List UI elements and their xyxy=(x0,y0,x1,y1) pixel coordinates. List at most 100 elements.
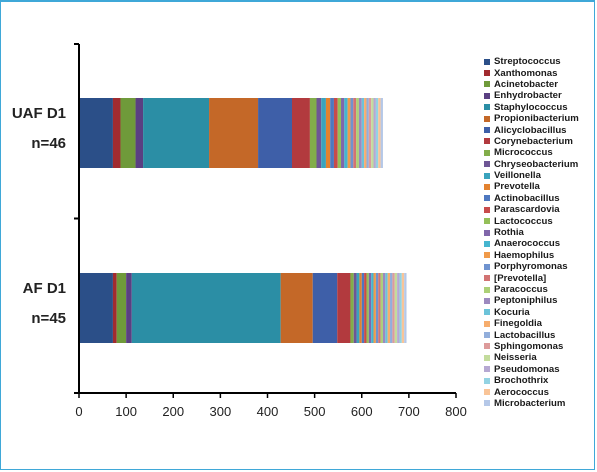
bar-segment xyxy=(401,273,405,343)
legend-label: Haemophilus xyxy=(494,249,555,261)
legend-swatch xyxy=(484,263,490,270)
axes-group: 0 100 200 300 400 500 600 700 800 xyxy=(74,43,467,419)
legend-item: [Prevotella] xyxy=(484,272,596,284)
legend-label: Porphyromonas xyxy=(494,261,568,273)
legend-swatch xyxy=(484,149,490,156)
legend-item: Staphylococcus xyxy=(484,102,596,113)
bar-segment xyxy=(375,98,379,168)
bar-segment xyxy=(344,98,348,168)
legend-label: Micrococcus xyxy=(494,147,553,159)
legend-label: Alicyclobacillus xyxy=(494,124,567,136)
legend-item: Enhydrobacter xyxy=(484,90,596,101)
legend-swatch xyxy=(484,58,490,65)
legend-label: Microbacterium xyxy=(494,397,566,409)
legend-label: Pseudomonas xyxy=(494,363,560,375)
legend-swatch xyxy=(484,366,490,373)
legend-label: Brochothrix xyxy=(494,375,549,387)
legend-swatch xyxy=(484,286,490,293)
bar-segment xyxy=(337,98,342,168)
legend-swatch xyxy=(484,354,490,361)
legend-swatch xyxy=(484,297,490,304)
bar-segment xyxy=(378,98,381,168)
legend-item: Peptoniphilus xyxy=(484,295,596,306)
legend-item: Sphingomonas xyxy=(484,341,596,352)
bar-segment xyxy=(258,98,293,168)
legend-item: Corynebacterium xyxy=(484,136,596,147)
legend-label: Corynebacterium xyxy=(494,135,573,147)
legend-swatch xyxy=(484,172,490,179)
x-tick-label: 0 xyxy=(75,404,82,419)
legend-swatch xyxy=(484,377,490,384)
legend-item: Propionibacterium xyxy=(484,113,596,124)
legend-swatch xyxy=(484,195,490,202)
legend-label: Staphylococcus xyxy=(494,101,568,113)
bar-segment xyxy=(333,98,338,168)
legend-swatch xyxy=(484,183,490,190)
bars-group xyxy=(79,98,407,343)
legend-label: Chryseobacterium xyxy=(494,158,579,170)
bar-segment xyxy=(347,98,351,168)
bar-segment xyxy=(387,273,391,343)
legend-item: Finegoldia xyxy=(484,318,596,329)
legend-item: Chryseobacterium xyxy=(484,159,596,170)
bar-segment xyxy=(341,98,345,168)
x-tick-label: 100 xyxy=(115,404,137,419)
legend-label: Prevotella xyxy=(494,181,540,193)
legend-swatch xyxy=(484,320,490,327)
legend-item: Haemophilus xyxy=(484,250,596,261)
bar-segment xyxy=(353,273,357,343)
bar-segment xyxy=(330,98,334,168)
bar-segment xyxy=(356,98,359,168)
bar-segment xyxy=(337,273,351,343)
bar-segment xyxy=(79,273,113,343)
legend-label: Acinetobacter xyxy=(494,78,558,90)
legend-swatch xyxy=(484,70,490,77)
legend-item: Paracoccus xyxy=(484,284,596,295)
legend-item: Acinetobacter xyxy=(484,79,596,90)
bar-segment xyxy=(359,273,362,343)
bar-segment xyxy=(112,273,117,343)
x-tick-label: 700 xyxy=(398,404,420,419)
legend-label: Sphingomonas xyxy=(494,340,564,352)
legend-swatch xyxy=(484,161,490,168)
bar-segment xyxy=(373,98,376,168)
bar-segment xyxy=(350,98,354,168)
legend-label: Neisseria xyxy=(494,352,537,364)
legend-label: Streptococcus xyxy=(494,56,561,68)
legend-item: Xanthomonas xyxy=(484,67,596,79)
legend-label: Lactococcus xyxy=(494,215,553,227)
legend-swatch xyxy=(484,252,490,259)
legend-swatch xyxy=(484,81,490,88)
x-tick-label: 400 xyxy=(257,404,279,419)
legend-swatch xyxy=(484,343,490,350)
bar-segment xyxy=(135,98,144,168)
legend-label: Rothia xyxy=(494,227,524,239)
bar-segment xyxy=(356,273,360,343)
legend-item: Alicyclobacillus xyxy=(484,124,596,136)
bar-segment xyxy=(361,98,365,168)
legend-swatch xyxy=(484,389,490,396)
legend-item: Lactococcus xyxy=(484,215,596,227)
bar-segment xyxy=(390,273,393,343)
legend-label: Anaerococcus xyxy=(494,238,561,250)
legend-label: Aerococcus xyxy=(494,386,549,398)
legend-item: Parascardovia xyxy=(484,204,596,215)
legend-item: Kocuria xyxy=(484,307,596,318)
bar-segment xyxy=(120,98,136,168)
x-tick-label: 300 xyxy=(210,404,232,419)
legend-item: Microbacterium xyxy=(484,398,596,409)
legend-swatch xyxy=(484,309,490,316)
x-tick-label: 600 xyxy=(351,404,373,419)
legend-swatch xyxy=(484,104,490,111)
bar-segment xyxy=(361,273,365,343)
legend-swatch xyxy=(484,115,490,122)
legend-swatch xyxy=(484,332,490,339)
bar-segment xyxy=(309,98,317,168)
bar-segment xyxy=(292,98,310,168)
legend-item: Prevotella xyxy=(484,181,596,192)
legend-label: Enhydrobacter xyxy=(494,90,562,102)
bar-segment xyxy=(368,98,372,168)
bar-segment xyxy=(358,98,362,168)
bar-segment xyxy=(368,273,372,343)
